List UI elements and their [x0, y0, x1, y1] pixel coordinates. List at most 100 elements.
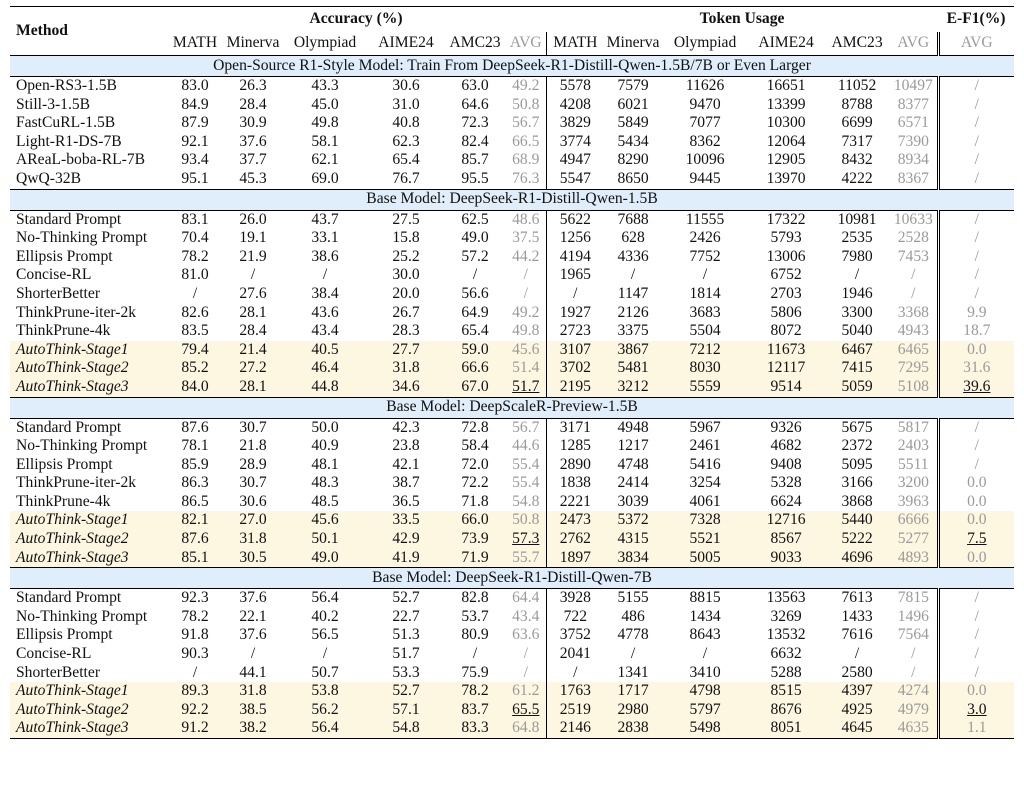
token-cell: 5059 [824, 377, 891, 397]
token-cell: 10096 [685, 151, 725, 169]
method-name: ShorterBetter [16, 284, 101, 302]
section-title: Base Model: DeepSeek-R1-Distill-Qwen-1.5… [10, 188, 1015, 211]
accuracy-cell: 71.8 [461, 492, 489, 510]
token-cell: 9470 [689, 95, 721, 113]
accuracy-cell: 26.3 [239, 77, 267, 94]
accuracy-cell: 78.1 [181, 437, 209, 455]
accuracy-cell: 84.9 [181, 95, 209, 113]
token-cell: 1897 [546, 548, 605, 568]
method-name: AutoThink-Stage2 [10, 700, 166, 720]
token-cell: 6467 [824, 340, 891, 360]
accuracy-cell: 64.6 [461, 95, 489, 113]
accuracy-cell: 51.3 [392, 626, 420, 644]
ef1-cell: 3.0 [938, 700, 1015, 720]
accuracy-cell: 45.6 [506, 340, 547, 360]
token-cell: 4682 [770, 437, 802, 455]
ef1-cell: / [974, 229, 979, 247]
token-cell: 6624 [770, 492, 802, 510]
accuracy-col-olympiad: Olympiad [282, 32, 368, 56]
accuracy-cell: 45.6 [282, 511, 368, 531]
accuracy-cell: 38.4 [311, 284, 339, 302]
token-cell: 7328 [662, 511, 749, 531]
accuracy-cell: 52.7 [392, 589, 420, 607]
token-cell: 7579 [617, 77, 649, 94]
accuracy-cell: 76.3 [506, 169, 547, 190]
token-cell: 4947 [559, 151, 591, 169]
token-cell: 5434 [617, 132, 649, 150]
ef1-cell: 1.1 [938, 719, 1015, 739]
token-cell: 10633 [890, 210, 940, 230]
ef1-cell: 0.0 [938, 548, 1015, 568]
table-row: AutoThink-Stage1 89.3 31.8 53.8 52.7 78.2 61.2… [10, 682, 1015, 701]
section-title: Open-Source R1-Style Model: Train From D… [10, 55, 1015, 77]
accuracy-cell: 49.2 [506, 303, 547, 323]
accuracy-cell: 64.4 [506, 588, 547, 608]
token-cell: 5277 [890, 530, 940, 549]
table-row: ThinkPrune-iter-2k 86.3 30.7 48.3 38.7 72.2 55… [10, 474, 1014, 493]
accuracy-cell: 38.7 [392, 474, 420, 492]
accuracy-cell: 30.6 [392, 77, 420, 94]
accuracy-cell: 65.5 [506, 700, 547, 720]
accuracy-cell: 63.6 [506, 626, 547, 646]
ef1-cell: / [974, 169, 979, 187]
table-header: Method Accuracy (%) Token Usage E-F1(%) … [10, 6, 1015, 56]
tokens-col-aime24: AIME24 [748, 32, 825, 56]
accuracy-cell: 53.7 [461, 607, 489, 625]
accuracy-cell: 56.4 [282, 719, 368, 739]
ef1-cell: / [974, 132, 979, 150]
accuracy-cell: 64.9 [461, 303, 489, 321]
token-cell: 2980 [604, 700, 663, 720]
accuracy-cell: 48.1 [311, 455, 339, 473]
token-cell: 4748 [617, 455, 649, 473]
token-cell: 2403 [890, 437, 940, 456]
accuracy-cell: 51.7 [392, 645, 420, 663]
method-name: Concise-RL [16, 645, 92, 663]
token-cell: 8788 [841, 95, 873, 113]
accuracy-cell: 62.3 [392, 132, 420, 150]
token-cell: 5622 [559, 210, 591, 228]
accuracy-cell: 45.0 [311, 95, 339, 113]
token-cell: 12117 [748, 359, 825, 378]
accuracy-cell: 56.4 [311, 589, 339, 607]
token-cell: 3212 [604, 377, 663, 397]
accuracy-cell: 31.8 [368, 359, 444, 378]
table-row: QwQ-32B 95.1 45.3 69.0 76.7 95.5 76.3 5547 8650 9… [10, 169, 1014, 190]
accuracy-cell: 25.2 [392, 247, 420, 265]
token-cell: 1433 [841, 607, 873, 625]
accuracy-cell: 66.5 [506, 132, 547, 152]
accuracy-cell: 30.7 [239, 418, 267, 436]
table-row: AutoThink-Stage1 82.1 27.0 45.6 33.5 66.0 50.8… [10, 511, 1015, 531]
token-cell: 4635 [890, 719, 940, 739]
token-cell: 12905 [766, 151, 806, 169]
ef1-cell: / [974, 247, 979, 265]
token-cell: 2473 [546, 511, 605, 531]
table-row: Still-3-1.5B 84.9 28.4 45.0 31.0 64.6 50.8 4208… [10, 95, 1014, 115]
table-row: No-Thinking Prompt 78.2 22.1 40.2 22.7 53.7 43… [10, 607, 1014, 627]
token-cell: 6752 [770, 266, 802, 284]
section-header: Base Model: DeepSeek-R1-Distill-Qwen-1.5… [10, 188, 1015, 211]
accuracy-cell: 50.1 [282, 530, 368, 549]
token-cell: 11626 [685, 77, 725, 94]
accuracy-cell: 57.3 [506, 530, 547, 549]
token-cell: 2461 [689, 437, 721, 455]
section-title: Base Model: DeepSeek-R1-Distill-Qwen-7B [10, 567, 1015, 590]
token-cell: 10981 [837, 210, 877, 228]
accuracy-cell: 38.2 [224, 719, 282, 739]
accuracy-cell: 21.4 [224, 340, 282, 360]
ef1-cell: / [974, 114, 979, 132]
token-cell: 3368 [890, 303, 940, 323]
token-cell: 16651 [766, 77, 806, 94]
method-name: AutoThink-Stage1 [10, 340, 166, 360]
accuracy-cell: 37.6 [239, 626, 267, 644]
accuracy-cell: / [250, 266, 256, 284]
token-cell: 6465 [890, 340, 940, 360]
accuracy-cell: 26.0 [239, 210, 267, 228]
accuracy-cell: 44.8 [282, 377, 368, 397]
accuracy-cell: 78.2 [181, 247, 209, 265]
method-name: Concise-RL [16, 266, 92, 284]
table-row: Ellipsis Prompt 85.9 28.9 48.1 42.1 72.0 55.4 2… [10, 455, 1014, 475]
token-cell: 1496 [890, 607, 940, 627]
token-cell: 8030 [662, 359, 749, 378]
table-row: ThinkPrune-iter-2k 82.6 28.1 43.6 26.7 64.9 49… [10, 303, 1014, 323]
accuracy-cell: 82.6 [181, 303, 209, 321]
